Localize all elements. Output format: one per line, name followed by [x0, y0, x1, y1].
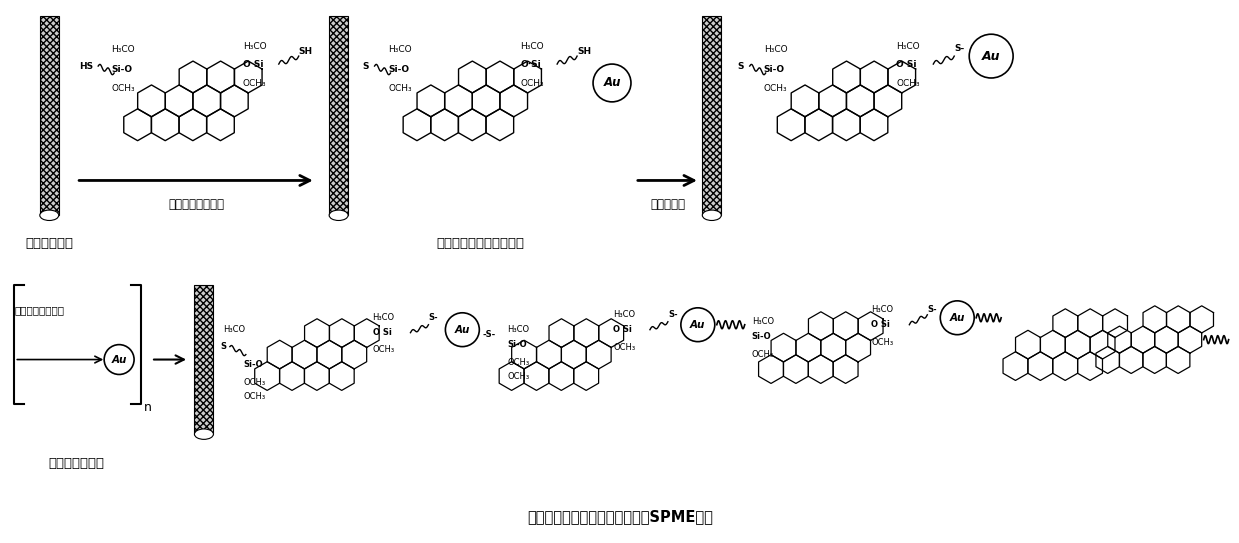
Text: Si-O: Si-O [507, 340, 527, 349]
Text: Si-O: Si-O [244, 360, 264, 369]
Text: S-: S- [954, 43, 964, 53]
Text: S: S [363, 61, 369, 71]
Text: H₃CO: H₃CO [243, 42, 266, 50]
Text: OCH₃: OCH₃ [507, 358, 529, 367]
Circle shape [940, 301, 974, 334]
Text: 疏基功能化石墨烯: 疏基功能化石墨烯 [169, 198, 224, 211]
Text: H₃CO: H₃CO [223, 325, 245, 334]
Text: H₃CO: H₃CO [871, 305, 893, 314]
Text: Au: Au [455, 325, 470, 334]
Text: 金纳米粒子: 金纳米粒子 [650, 198, 685, 211]
Text: H₃CO: H₃CO [613, 310, 636, 319]
Text: Si-O: Si-O [752, 332, 772, 341]
Text: Au: Au [112, 355, 126, 364]
Text: H₃CO: H₃CO [896, 42, 921, 50]
Text: H₃CO: H₃CO [112, 45, 135, 54]
Text: OCH₃: OCH₃ [752, 350, 774, 359]
Text: Au: Au [949, 313, 965, 323]
Text: O·Si: O·Si [520, 60, 541, 68]
Text: O Si: O Si [243, 60, 264, 68]
Text: S: S [737, 61, 745, 71]
Text: -S-: -S- [482, 330, 496, 339]
Text: SH: SH [577, 47, 591, 55]
Text: Si-O: Si-O [763, 65, 784, 73]
Circle shape [681, 308, 715, 342]
Bar [40, 16, 58, 215]
Text: OCH₃: OCH₃ [507, 372, 529, 381]
Bar [195, 285, 213, 434]
Text: OCH₃: OCH₃ [373, 345, 395, 354]
Text: SH: SH [299, 47, 312, 55]
Text: 镀银不锈钢丝: 镀银不锈钢丝 [25, 237, 73, 250]
Text: Si-O: Si-O [389, 65, 410, 73]
Ellipse shape [195, 429, 213, 439]
Text: Si-O: Si-O [112, 65, 133, 73]
Circle shape [969, 34, 1014, 78]
Text: OCH₃: OCH₃ [871, 338, 893, 347]
Ellipse shape [703, 210, 721, 220]
Text: O Si: O Si [896, 60, 917, 68]
Text: 石墨烯层层自组装键合不锈钢丝SPME纤维: 石墨烯层层自组装键合不锈钢丝SPME纤维 [527, 509, 712, 524]
Text: Au: Au [690, 320, 705, 330]
Text: OCH₃: OCH₃ [389, 85, 413, 93]
Text: OCH₃: OCH₃ [613, 343, 636, 352]
Text: OCH₃: OCH₃ [112, 85, 135, 93]
Text: S-: S- [429, 313, 439, 322]
Text: OCH₃: OCH₃ [520, 79, 544, 89]
Circle shape [593, 64, 631, 102]
Text: S: S [219, 342, 225, 351]
Text: O Si: O Si [373, 328, 392, 337]
Text: 疏基功能化石墨烯: 疏基功能化石墨烯 [15, 305, 64, 315]
Text: O Si: O Si [613, 325, 632, 334]
Circle shape [445, 313, 479, 346]
Ellipse shape [330, 210, 348, 220]
Bar [703, 16, 721, 215]
Text: S-: S- [668, 310, 678, 319]
Text: 石墨烯单层键合不锈钢丝: 石墨烯单层键合不锈钢丝 [436, 237, 524, 250]
Text: H₃CO: H₃CO [507, 325, 529, 334]
Text: H₃CO: H₃CO [763, 45, 787, 54]
Text: OCH₃: OCH₃ [243, 79, 266, 89]
Text: 层层自组装过程: 层层自组装过程 [48, 457, 104, 470]
Text: H₃CO: H₃CO [520, 42, 544, 50]
Circle shape [104, 345, 134, 375]
Text: Au: Au [603, 77, 621, 90]
Text: S-: S- [927, 305, 937, 314]
Text: H₃CO: H₃CO [752, 317, 774, 326]
Text: H₃CO: H₃CO [373, 313, 395, 322]
Ellipse shape [40, 210, 58, 220]
Text: OCH₃: OCH₃ [763, 85, 787, 93]
Text: OCH₃: OCH₃ [244, 378, 266, 387]
Text: Au: Au [983, 49, 1000, 62]
Text: O Si: O Si [871, 320, 891, 329]
Text: OCH₃: OCH₃ [244, 392, 266, 401]
Text: HS: HS [79, 61, 93, 71]
Text: n: n [144, 401, 152, 414]
Bar [330, 16, 348, 215]
Text: OCH₃: OCH₃ [896, 79, 921, 89]
Text: H₃CO: H₃CO [389, 45, 413, 54]
